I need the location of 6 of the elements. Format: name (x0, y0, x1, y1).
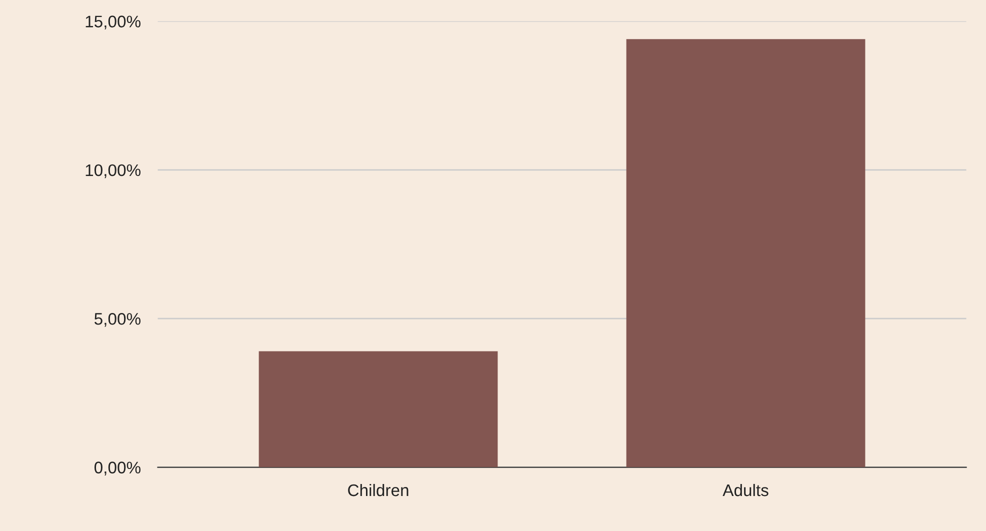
x-tick-label: Children (348, 484, 408, 496)
y-tick-label: 15,00% (86, 16, 141, 30)
y-tick-label: 0,00% (94, 462, 141, 476)
x-tick-label: Adults (722, 484, 768, 496)
y-tick-label: 10,00% (86, 164, 141, 178)
y-tick-label: 5,00% (94, 313, 141, 327)
